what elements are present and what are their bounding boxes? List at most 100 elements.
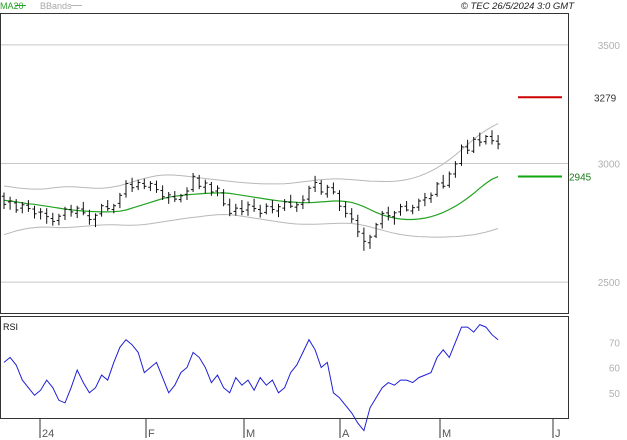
rsi-y-tick-label: 50 xyxy=(609,389,621,400)
ohlc-bar xyxy=(453,161,458,178)
ohlc-bar xyxy=(117,192,123,209)
ohlc-bar xyxy=(270,200,275,214)
ohlc-bar xyxy=(373,222,379,239)
ohlc-bar xyxy=(447,171,452,188)
ohlc-bar xyxy=(349,208,354,223)
ohlc-bar xyxy=(276,203,281,218)
ohlc-bar xyxy=(203,179,208,194)
ohlc-bar xyxy=(166,191,171,204)
ohlc-bar xyxy=(398,203,403,216)
ohlc-bar xyxy=(404,200,409,212)
bbands-upper-line xyxy=(3,123,499,190)
ohlc-bar xyxy=(227,198,232,217)
ohlc-bar xyxy=(386,206,391,221)
rsi-y-tick-label: 60 xyxy=(609,364,621,375)
x-axis-ticks xyxy=(39,418,554,438)
ohlc-bar xyxy=(441,174,446,189)
ohlc-bar xyxy=(465,139,470,155)
x-tick-label: M xyxy=(246,428,255,440)
ohlc-bar xyxy=(416,198,421,211)
ohlc-bar xyxy=(221,189,226,207)
ohlc-bar xyxy=(215,185,220,197)
ohlc-bar xyxy=(129,177,135,192)
ohlc-bar xyxy=(68,204,74,217)
ohlc-bar xyxy=(93,213,98,228)
ohlc-bar xyxy=(300,195,306,210)
ohlc-bar xyxy=(410,204,415,215)
ohlc-bar xyxy=(184,187,190,201)
ohlc-bar xyxy=(337,190,342,211)
ohlc-bar xyxy=(477,132,482,147)
ohlc-bar xyxy=(422,192,428,207)
ohlc-bar xyxy=(361,227,367,251)
ohlc-bar xyxy=(38,208,43,220)
ohlc-bar xyxy=(239,200,245,216)
ohlc-bar xyxy=(136,179,141,191)
ohlc-bar xyxy=(26,200,31,212)
support-label: 2945 xyxy=(569,173,592,184)
ohlc-bar xyxy=(75,205,80,219)
ohlc-bar xyxy=(495,135,501,150)
ohlc-bar xyxy=(459,144,464,166)
ohlc-bar xyxy=(160,185,165,201)
ohlc-bar xyxy=(355,214,360,238)
ohlc-bar xyxy=(325,184,330,198)
bbands-lower-line xyxy=(3,213,499,238)
ohlc-bar xyxy=(1,192,7,210)
ohlc-bar xyxy=(483,135,489,145)
ohlc-bar xyxy=(178,193,184,203)
ohlc-bar xyxy=(50,212,55,226)
ohlc-bar xyxy=(44,208,49,224)
ohlc-bar xyxy=(62,206,68,220)
rsi-title: RSI xyxy=(3,322,18,332)
rsi-panel-frame xyxy=(0,316,569,419)
rsi-y-tick-label: 70 xyxy=(609,338,621,349)
x-tick-label: M xyxy=(442,428,451,440)
ohlc-bar xyxy=(251,198,257,212)
y-tick-label: 3500 xyxy=(598,41,621,52)
ohlc-bar xyxy=(99,203,104,217)
ohlc-bar xyxy=(288,194,293,209)
ohlc-bar xyxy=(209,182,214,196)
ohlc-bar xyxy=(197,174,202,190)
ohlc-bar xyxy=(14,199,19,213)
resistance-label: 3279 xyxy=(594,93,617,104)
ohlc-bar xyxy=(233,203,238,216)
x-tick-label: F xyxy=(148,428,155,440)
x-tick-label: J xyxy=(555,428,561,440)
ohlc-bar xyxy=(172,191,177,202)
ohlc-bar xyxy=(258,204,263,218)
legend-ma20-label: MA20 xyxy=(0,1,24,11)
ohlc-bar xyxy=(367,234,373,249)
ohlc-bar xyxy=(190,172,196,192)
ohlc-bar xyxy=(20,201,25,214)
rsi-line xyxy=(3,323,499,432)
ohlc-bar xyxy=(142,178,147,190)
ohlc-bar xyxy=(306,185,312,203)
ohlc-bar xyxy=(148,181,153,192)
ohlc-bar xyxy=(392,210,397,225)
ohlc-bar xyxy=(7,196,13,210)
ohlc-bar xyxy=(123,180,129,198)
x-tick-label: A xyxy=(342,428,350,440)
x-tick-label: 24 xyxy=(42,428,54,440)
price-panel-frame xyxy=(0,13,569,314)
ohlc-bar xyxy=(111,203,116,214)
ma20-line xyxy=(3,176,499,221)
ohlc-bar xyxy=(264,203,269,215)
ohlc-bar xyxy=(32,205,37,219)
ohlc-bar xyxy=(489,130,495,145)
ohlc-bar xyxy=(319,180,324,195)
price-gridlines xyxy=(1,44,568,283)
ohlc-bar xyxy=(154,180,159,193)
ohlc-bars xyxy=(1,130,501,251)
ohlc-bar xyxy=(428,192,434,203)
ohlc-bar xyxy=(331,182,336,195)
ohlc-bar xyxy=(312,175,318,192)
ohlc-bar xyxy=(56,213,62,226)
ohlc-bar xyxy=(81,201,86,216)
ohlc-bar xyxy=(380,210,385,229)
ohlc-bar xyxy=(471,136,476,154)
ohlc-bar xyxy=(434,182,440,197)
